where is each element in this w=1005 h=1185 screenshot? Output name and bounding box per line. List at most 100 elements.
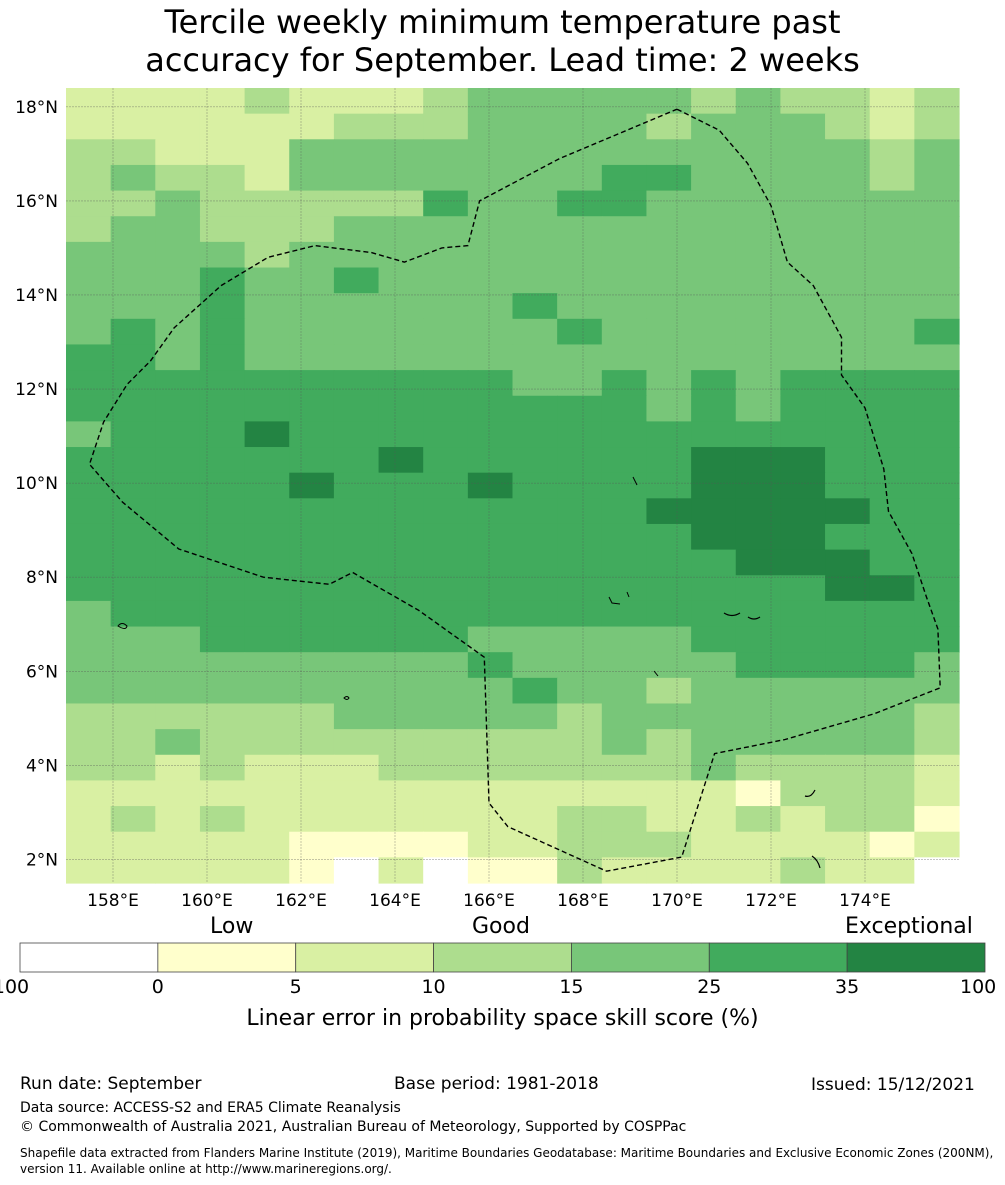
grid-cell [557, 549, 603, 576]
colorbar-swatch [846, 942, 986, 973]
grid-cell [869, 241, 915, 269]
grid-cell [601, 164, 648, 192]
grid-cell [423, 549, 469, 576]
grid-cell [289, 549, 335, 576]
grid-cell [289, 857, 335, 884]
grid-cell [646, 498, 692, 525]
grid-cell [735, 370, 781, 397]
grid-cell [333, 216, 380, 243]
grid-cell [467, 344, 514, 371]
grid-cell [914, 523, 960, 551]
grid-cell [155, 754, 201, 782]
grid-cell [512, 190, 558, 217]
grid-cell [378, 754, 424, 782]
grid-cell [467, 549, 514, 576]
grid-cell [780, 549, 826, 576]
grid-cell [735, 754, 781, 782]
grid-cell [155, 703, 201, 730]
grid-cell [557, 600, 603, 628]
grid-cell [691, 267, 737, 294]
grid-cell [423, 447, 469, 474]
grid-cell [825, 549, 871, 576]
grid-cell [914, 754, 960, 782]
grid-cell [825, 421, 871, 448]
colorbar-tick-label: 15 [559, 976, 584, 998]
grid-cell [557, 447, 603, 474]
grid-cell [735, 575, 781, 602]
grid-cell [333, 549, 380, 576]
grid-cell [869, 190, 915, 217]
grid-cell [512, 754, 558, 782]
grid-cell [289, 267, 335, 294]
grid-cell [780, 600, 826, 628]
grid-cell [780, 677, 826, 705]
grid-cell [244, 447, 290, 474]
grid-cell [378, 395, 424, 422]
grid-cell [646, 806, 692, 833]
grid-cell [110, 113, 156, 140]
grid-cell [289, 626, 335, 653]
grid-cell [66, 677, 112, 705]
longitude-tick-label: 162°E [275, 891, 327, 911]
grid-cell [557, 267, 603, 294]
grid-cell [378, 575, 424, 602]
grid-cell [199, 267, 246, 294]
grid-cell [289, 88, 335, 115]
grid-cell [691, 703, 737, 730]
grid-cell [244, 113, 290, 140]
grid-cell [825, 113, 871, 140]
grid-cell [467, 216, 514, 243]
grid-cell [378, 267, 424, 294]
colorbar-tick-label: 0 [151, 976, 164, 998]
grid-cell [199, 857, 246, 884]
latitude-tick-label: 16°N [15, 192, 58, 212]
grid-cell [869, 831, 915, 858]
colorbar-tick-label: 25 [697, 976, 722, 998]
grid-cell [780, 113, 826, 140]
latitude-tick-label: 8°N [26, 568, 58, 588]
grid-cell [691, 421, 737, 448]
grid-cell [914, 780, 960, 807]
data-source: Data source: ACCESS-S2 and ERA5 Climate … [20, 1100, 401, 1116]
grid-cell [646, 164, 692, 192]
grid-cell [289, 164, 335, 192]
grid-cell [378, 241, 424, 269]
grid-cell [333, 395, 380, 422]
grid-cell [825, 293, 871, 320]
grid-cell [646, 831, 692, 858]
grid-cell [110, 677, 156, 705]
grid-cell [914, 652, 960, 679]
grid-cell [780, 190, 826, 217]
grid-cell [110, 626, 156, 653]
map-figure: 158°E 160°E 162°E 164°E 166°E 168°E 170°E 172°E… [15, 88, 960, 911]
grid-cell [557, 626, 603, 653]
grid-cell [780, 318, 826, 346]
grid-cell [869, 498, 915, 525]
grid-cell [735, 267, 781, 294]
latitude-tick-label: 4°N [26, 756, 58, 776]
grid-cell [110, 498, 156, 525]
grid-cell [110, 190, 156, 217]
grid-cell [914, 857, 960, 884]
grid-cell [423, 395, 469, 422]
grid-cell [333, 523, 380, 551]
grid-cell [378, 88, 424, 115]
grid-cell [66, 293, 112, 320]
grid-cell [244, 806, 290, 833]
grid-cell [199, 472, 246, 499]
grid-cell [244, 216, 290, 243]
grid-cell [289, 703, 335, 730]
grid-cell [601, 831, 648, 858]
grid-cell [914, 88, 960, 115]
grid-cell [378, 164, 424, 192]
grid-cell [66, 472, 112, 499]
grid-cell [557, 677, 603, 705]
grid-cell [244, 523, 290, 551]
grid-cell [333, 472, 380, 499]
grid-cell [244, 703, 290, 730]
grid-cell [869, 472, 915, 499]
grid-cell [735, 113, 781, 140]
grid-cell [691, 806, 737, 833]
grid-cell [66, 780, 112, 807]
grid-cell [155, 370, 201, 397]
